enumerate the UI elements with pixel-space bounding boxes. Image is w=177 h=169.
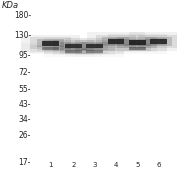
Bar [108, 34, 167, 51]
Text: 26-: 26- [19, 131, 31, 140]
Bar [81, 42, 108, 50]
Bar [86, 44, 103, 48]
Text: 5: 5 [135, 162, 139, 168]
Bar [150, 39, 167, 44]
Text: 34-: 34- [18, 115, 31, 124]
Bar [43, 40, 58, 46]
Bar [65, 47, 124, 57]
Bar [21, 43, 80, 54]
Bar [66, 50, 81, 54]
Bar [75, 40, 115, 51]
Bar [130, 40, 145, 46]
Bar [87, 50, 102, 54]
Bar [66, 43, 81, 49]
Bar [21, 35, 80, 52]
Bar [30, 37, 71, 49]
Bar [129, 47, 145, 50]
Bar [37, 46, 64, 51]
Bar [129, 32, 177, 51]
Text: 180-: 180- [14, 11, 31, 20]
Bar [124, 39, 151, 46]
Bar [124, 46, 151, 51]
Bar [96, 35, 136, 48]
Bar [65, 50, 82, 53]
Bar [42, 41, 59, 46]
Bar [151, 39, 166, 45]
Text: 130-: 130- [14, 31, 31, 40]
Text: 43-: 43- [18, 100, 31, 109]
Bar [145, 37, 172, 46]
Text: 17-: 17- [19, 158, 31, 167]
Text: 6: 6 [156, 162, 161, 168]
Text: 3: 3 [92, 162, 97, 168]
Bar [60, 50, 87, 54]
Bar [75, 48, 115, 55]
Bar [44, 47, 103, 57]
Text: 1: 1 [48, 162, 53, 168]
Bar [138, 35, 177, 48]
Bar [42, 47, 59, 50]
Text: 72-: 72- [19, 68, 31, 77]
Bar [81, 50, 108, 54]
Text: KDa: KDa [2, 1, 19, 10]
Bar [30, 45, 71, 53]
Bar [65, 38, 124, 54]
Bar [65, 44, 82, 48]
Text: 4: 4 [114, 162, 118, 168]
Bar [53, 40, 94, 51]
Text: 55-: 55- [18, 84, 31, 94]
Bar [130, 46, 145, 50]
Bar [53, 48, 94, 55]
Bar [43, 47, 58, 51]
Text: 2: 2 [71, 162, 76, 168]
Bar [117, 44, 157, 52]
Bar [60, 42, 87, 50]
Bar [86, 50, 103, 53]
Bar [108, 39, 124, 45]
Bar [102, 37, 129, 46]
Bar [44, 38, 103, 54]
Bar [37, 39, 64, 47]
Bar [87, 32, 145, 51]
Bar [87, 43, 102, 49]
Bar [108, 43, 167, 54]
Bar [129, 40, 145, 45]
Bar [108, 39, 124, 44]
Bar [117, 37, 157, 48]
Text: 95-: 95- [18, 51, 31, 59]
